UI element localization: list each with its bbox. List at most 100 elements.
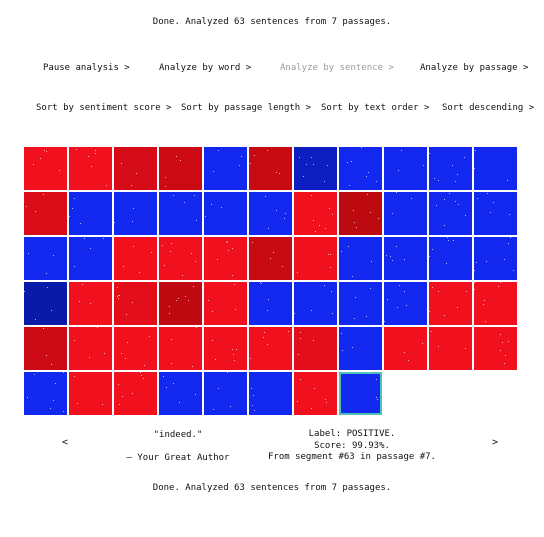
cell-speckle xyxy=(285,213,286,214)
sentence-cell[interactable] xyxy=(339,282,382,325)
sentence-cell[interactable] xyxy=(249,147,292,190)
sentence-cell[interactable] xyxy=(384,147,427,190)
sentence-cell[interactable] xyxy=(159,147,202,190)
cell-speckle xyxy=(182,275,183,276)
sentence-cell[interactable] xyxy=(294,237,337,280)
cell-speckle xyxy=(513,270,514,271)
sentence-cell[interactable] xyxy=(474,327,517,370)
sentence-cell[interactable] xyxy=(69,147,112,190)
cell-speckle xyxy=(354,318,355,319)
sentence-cell[interactable] xyxy=(339,192,382,235)
sentence-cell[interactable] xyxy=(384,282,427,325)
sentence-cell[interactable] xyxy=(474,282,517,325)
sort-by-passage-length-button[interactable]: Sort by passage length > xyxy=(181,103,312,113)
cell-speckle xyxy=(251,388,252,389)
cell-speckle xyxy=(90,303,91,304)
sentence-cell[interactable] xyxy=(339,237,382,280)
cell-speckle xyxy=(369,372,370,373)
sentence-cell[interactable] xyxy=(69,327,112,370)
cell-speckle xyxy=(53,255,54,256)
sentence-cell[interactable] xyxy=(114,327,157,370)
sentence-cell[interactable] xyxy=(474,147,517,190)
sentence-cell[interactable] xyxy=(294,192,337,235)
sentence-cell[interactable] xyxy=(204,192,247,235)
pause-analysis-button[interactable]: Pause analysis > xyxy=(43,63,130,73)
sentence-cell[interactable] xyxy=(249,192,292,235)
sort-by-text-order-button[interactable]: Sort by text order > xyxy=(321,103,430,113)
cell-speckle xyxy=(448,240,449,241)
sentence-cell[interactable] xyxy=(69,282,112,325)
cell-speckle xyxy=(404,352,405,353)
sentence-cell[interactable] xyxy=(159,282,202,325)
next-arrow-button[interactable]: > xyxy=(492,437,499,448)
sentence-cell[interactable] xyxy=(114,372,157,415)
cell-speckle xyxy=(169,313,170,314)
sentence-cell[interactable] xyxy=(339,147,382,190)
sentence-cell[interactable] xyxy=(339,372,382,415)
cell-speckle xyxy=(411,198,412,199)
sentence-cell[interactable] xyxy=(384,237,427,280)
sentence-cell[interactable] xyxy=(24,237,67,280)
cell-speckle xyxy=(474,168,475,169)
sentence-cell[interactable] xyxy=(294,372,337,415)
cell-speckle xyxy=(103,238,104,239)
cell-speckle xyxy=(398,170,399,171)
cell-speckle xyxy=(474,282,475,283)
cell-speckle xyxy=(254,410,255,411)
analyze-by-passage-button[interactable]: Analyze by passage > xyxy=(420,63,529,73)
sentence-cell[interactable] xyxy=(249,282,292,325)
sentence-cell[interactable] xyxy=(204,147,247,190)
sentence-cell[interactable] xyxy=(429,237,472,280)
sentence-cell[interactable] xyxy=(69,237,112,280)
analyze-by-word-button[interactable]: Analyze by word > xyxy=(159,63,252,73)
sentence-cell[interactable] xyxy=(429,327,472,370)
sentence-cell[interactable] xyxy=(24,192,67,235)
sentence-cell[interactable] xyxy=(204,327,247,370)
sentence-cell[interactable] xyxy=(204,372,247,415)
sentence-cell[interactable] xyxy=(24,327,67,370)
sentence-cell[interactable] xyxy=(249,372,292,415)
sentence-cell[interactable] xyxy=(339,327,382,370)
cell-speckle xyxy=(241,156,242,157)
sentence-cell[interactable] xyxy=(429,147,472,190)
cell-speckle xyxy=(396,192,397,193)
cell-speckle xyxy=(72,208,73,209)
cell-speckle xyxy=(300,338,301,339)
sentence-cell[interactable] xyxy=(24,372,67,415)
sentence-cell[interactable] xyxy=(384,192,427,235)
sentence-cell[interactable] xyxy=(249,327,292,370)
sentence-cell[interactable] xyxy=(114,282,157,325)
sentence-cell[interactable] xyxy=(114,192,157,235)
sentence-cell[interactable] xyxy=(24,147,67,190)
sentence-cell[interactable] xyxy=(384,327,427,370)
sentence-cell[interactable] xyxy=(249,237,292,280)
sentence-cell[interactable] xyxy=(24,282,67,325)
sentence-cell[interactable] xyxy=(159,372,202,415)
cell-speckle xyxy=(406,305,407,306)
sentence-cell[interactable] xyxy=(294,327,337,370)
sentence-cell[interactable] xyxy=(294,147,337,190)
cell-speckle xyxy=(311,310,312,311)
previous-arrow-button[interactable]: < xyxy=(62,437,69,448)
cell-speckle xyxy=(166,387,167,388)
sentence-cell[interactable] xyxy=(114,147,157,190)
sentence-cell[interactable] xyxy=(114,237,157,280)
sort-by-sentiment-score-button[interactable]: Sort by sentiment score > xyxy=(36,103,172,113)
sentence-cell[interactable] xyxy=(474,237,517,280)
sentence-cell[interactable] xyxy=(159,192,202,235)
sentence-cell[interactable] xyxy=(204,282,247,325)
sentence-cell[interactable] xyxy=(159,327,202,370)
sentence-cell[interactable] xyxy=(294,282,337,325)
sentence-cell[interactable] xyxy=(69,192,112,235)
cell-speckle xyxy=(376,397,377,398)
cell-speckle xyxy=(376,379,377,380)
sentence-cell[interactable] xyxy=(429,282,472,325)
sentence-cell[interactable] xyxy=(69,372,112,415)
sentence-cell[interactable] xyxy=(474,192,517,235)
sentence-cell[interactable] xyxy=(204,237,247,280)
cell-speckle xyxy=(352,276,353,277)
sentence-cell[interactable] xyxy=(429,192,472,235)
sentence-cell[interactable] xyxy=(159,237,202,280)
cell-speckle xyxy=(213,409,214,410)
sort-descending-button[interactable]: Sort descending > xyxy=(442,103,535,113)
